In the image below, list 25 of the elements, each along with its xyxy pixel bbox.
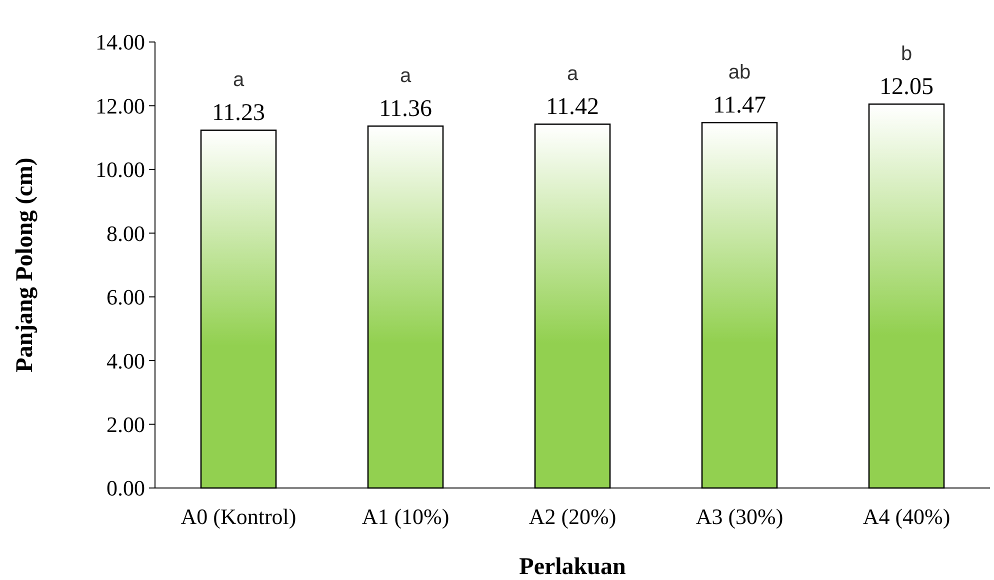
y-tick-label: 8.00 xyxy=(106,220,145,246)
x-tick-label: A0 (Kontrol) xyxy=(180,504,296,529)
annotation: ab xyxy=(728,62,751,84)
annotation: b xyxy=(900,43,912,66)
y-tick-label: 2.00 xyxy=(106,412,145,437)
y-tick-label: 4.00 xyxy=(106,348,145,374)
y-tick-label: 12.00 xyxy=(96,93,145,118)
data-label: 11.47 xyxy=(712,92,766,119)
y-tick-label: 0.00 xyxy=(106,476,145,501)
x-tick-label: A2 (20%) xyxy=(528,504,616,529)
annotation: a xyxy=(566,63,579,86)
data-label: 11.36 xyxy=(378,96,432,122)
x-tick-label: A3 (30%) xyxy=(696,504,784,529)
x-tick-label: A1 (10%) xyxy=(362,504,450,529)
data-label: 11.23 xyxy=(212,100,266,126)
y-tick-label: 14.00 xyxy=(96,30,145,55)
y-tick-label: 10.00 xyxy=(96,157,145,182)
annotation: a xyxy=(232,69,245,92)
data-label: 12.05 xyxy=(880,74,934,100)
x-axis-title: Perlakuan xyxy=(519,554,626,580)
y-axis-title: Panjang Polong (cm) xyxy=(12,158,38,372)
y-tick-label: 6.00 xyxy=(106,284,145,310)
x-tick-label: A4 (40%) xyxy=(862,504,950,529)
annotation: a xyxy=(400,65,412,88)
data-label: 11.42 xyxy=(546,94,600,120)
